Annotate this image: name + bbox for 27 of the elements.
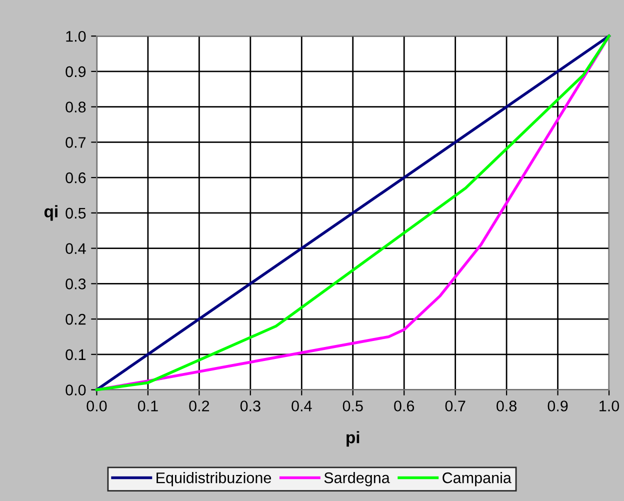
x-tick-label: 0.9: [548, 400, 568, 412]
x-tick-label: 0.1: [138, 400, 158, 412]
legend-label: Sardegna: [324, 472, 390, 486]
y-axis-title: qi: [44, 205, 58, 221]
y-tick-label: 0.7: [66, 137, 86, 148]
y-tick-label: 0.3: [66, 278, 86, 290]
x-tick-label: 0.8: [496, 400, 517, 412]
y-tick-label: 0.6: [66, 172, 86, 184]
y-tick-label: 0.4: [66, 243, 86, 254]
x-tick-label: 1.0: [600, 400, 620, 412]
y-tick-label: 0.2: [66, 314, 86, 325]
x-tick-label: 0.4: [292, 400, 312, 412]
legend-label: Campania: [442, 472, 512, 486]
y-tick-label: 0.5: [66, 208, 86, 219]
y-tick-label: 0.0: [66, 384, 86, 396]
x-tick-label: 0.5: [342, 400, 363, 412]
x-tick-label: 0.7: [445, 400, 466, 412]
x-tick-label: 0.2: [189, 400, 210, 412]
y-tick-label: 1.0: [66, 30, 86, 42]
x-tick-label: 0.3: [240, 400, 260, 412]
x-tick-label: 0.0: [86, 400, 107, 412]
y-tick-label: 0.9: [66, 66, 86, 78]
x-axis-title: pi: [346, 431, 360, 447]
x-tick-label: 0.6: [394, 400, 414, 412]
legend-label: Equidistribuzione: [156, 472, 271, 486]
y-tick-label: 0.1: [66, 349, 86, 360]
y-tick-label: 0.8: [66, 102, 86, 112]
